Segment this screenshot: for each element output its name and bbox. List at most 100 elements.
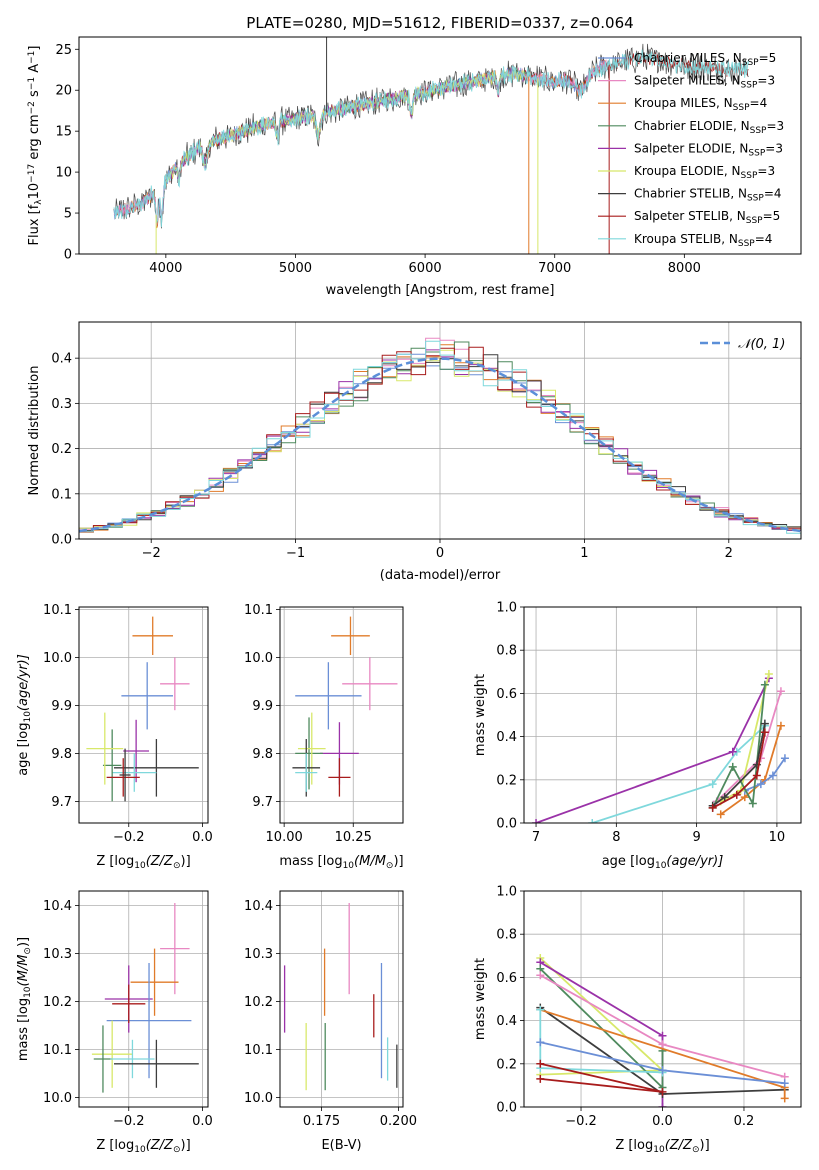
x-axis-label: Z [log10(Z/Z⊙)] — [96, 854, 190, 871]
mass-vs-Z-panel: −0.2 0.010.010.110.210.310.4Z [log10(Z/Z⊙… — [16, 890, 213, 1155]
y-tick-label: 20 — [55, 84, 72, 99]
weight-marker — [708, 803, 717, 812]
label-part: ⊙ — [173, 1145, 181, 1155]
label-part: (age/yr)] — [16, 654, 31, 711]
legend-label: Salpeter ELODIE, NSSP=3 — [634, 141, 783, 158]
label-part: erg cm — [27, 114, 42, 163]
y-tick-label: 0.2 — [496, 1057, 517, 1072]
weight-marker — [748, 799, 757, 808]
weight-marker — [768, 771, 777, 780]
weight-marker — [536, 971, 545, 980]
label-part: =3 — [766, 119, 784, 133]
axes-frame — [279, 606, 404, 824]
label-part: SSP — [733, 103, 750, 113]
weight-marker — [708, 780, 717, 789]
x-tick-label: 6000 — [409, 261, 442, 276]
histogram-series — [79, 340, 801, 539]
weight-line — [540, 1062, 663, 1093]
y-tick-label: 0.3 — [51, 397, 72, 412]
weight-line — [711, 684, 766, 809]
weight-marker — [532, 819, 541, 823]
y-tick-label: 0.0 — [496, 1101, 517, 1116]
massweight-vs-Z-panel: −0.2 0.0 0.2 0.0 0.2 0.4 0.6 0.8 1.0 Z [log10(Z/Z… — [473, 885, 802, 1155]
spectrum-panel: 4000 5000 6000 7000 8000 0 5 10 15 20 25 PLATE=0280… — [27, 14, 802, 298]
plot-area — [536, 953, 789, 1107]
y-tick-label: 0.8 — [496, 644, 517, 659]
label-part: −17 — [27, 164, 37, 183]
axes-frame — [279, 890, 404, 1108]
label-part: s — [27, 90, 42, 101]
label-part: Kroupa STELIB, N — [634, 232, 738, 246]
legend-label: Chabrier ELODIE, NSSP=3 — [634, 119, 784, 136]
weight-marker — [588, 819, 597, 823]
weight-marker — [536, 1074, 545, 1083]
label-part: 10 — [343, 861, 355, 871]
axes-frame — [78, 890, 209, 1108]
x-axis-label: wavelength [Angstrom, rest frame] — [326, 283, 555, 298]
weight-marker — [658, 1040, 667, 1049]
plot-area — [86, 616, 199, 802]
label-part: (Z/Z — [665, 1138, 693, 1153]
y-tick-label: 15 — [55, 125, 72, 140]
weight-marker — [756, 780, 765, 789]
label-part: =5 — [763, 209, 781, 223]
label-part: (Z/Z — [146, 1138, 174, 1153]
axes-frame — [78, 606, 209, 824]
x-axis-label: (data-model)/error — [380, 568, 501, 583]
x-tick-label: 0.0 — [192, 830, 213, 845]
x-axis-label: Z [log10(Z/Z⊙)] — [615, 1138, 709, 1155]
weight-marker — [658, 1103, 667, 1107]
label-part: ⊙ — [23, 947, 33, 955]
y-tick-label: 10.0 — [43, 651, 72, 666]
y-tick-label: 1.0 — [496, 601, 517, 616]
weight-marker — [752, 771, 761, 780]
age-vs-Z-panel: −0.2 0.09.79.89.910.010.1Z [log10(Z/Z⊙)]a… — [16, 603, 213, 871]
weight-line — [535, 677, 770, 823]
y-tick-label: 9.7 — [252, 795, 273, 810]
label-part: )] — [181, 1138, 191, 1153]
label-part: Kroupa MILES, N — [634, 96, 733, 110]
plot-area — [91, 903, 199, 1093]
y-tick-label: 10.3 — [43, 947, 72, 962]
legend-label: Kroupa MILES, NSSP=4 — [634, 96, 767, 113]
x-axis-label: age [log10(age/yr)] — [602, 854, 724, 871]
label-part: (age/yr)] — [666, 854, 723, 869]
weight-marker — [780, 1094, 789, 1103]
y-tick-label: 0.6 — [496, 687, 517, 702]
y-axis-label: mass weight — [473, 674, 488, 756]
label-part: λ — [34, 199, 44, 205]
label-part: Salpeter ELODIE, N — [634, 141, 748, 155]
label-part: =3 — [757, 74, 775, 88]
label-part: ] — [27, 46, 42, 51]
x-tick-label: 10.00 — [266, 830, 303, 845]
plot-area — [79, 337, 801, 539]
label-part: SSP — [748, 148, 765, 158]
x-tick-label: 0.200 — [380, 1114, 417, 1129]
weight-marker — [760, 728, 769, 737]
label-part: Flux [f — [27, 204, 42, 245]
x-tick-label: 2 — [725, 546, 733, 561]
label-part: SSP — [747, 193, 764, 203]
label-part: =4 — [750, 96, 768, 110]
residuals-panel: −2 −1 0 1 2 0.0 0.1 0.2 0.3 0.4 (data-model)/error… — [27, 321, 802, 583]
y-tick-label: 9.8 — [252, 747, 273, 762]
weight-marker — [536, 1005, 545, 1014]
label-part: Chabrier MILES, N — [634, 51, 742, 65]
label-part: ⊙ — [692, 1145, 700, 1155]
y-tick-label: 10.0 — [244, 1091, 273, 1106]
label-part: ⊙ — [173, 861, 181, 871]
chart-title: PLATE=0280, MJD=51612, FIBERID=0337, z=0… — [246, 14, 633, 32]
weight-marker — [776, 687, 785, 696]
weight-marker — [720, 793, 729, 802]
age-vs-mass-panel: 10.00 10.25 9.7 9.8 9.9 10.0 10.1 mass [log10(M… — [244, 603, 404, 871]
spectrum-line — [113, 49, 750, 228]
label-part: Chabrier STELIB, N — [634, 187, 747, 201]
x-tick-label: −0.2 — [565, 1114, 597, 1129]
weight-marker — [536, 1059, 545, 1068]
x-tick-label: 8000 — [668, 261, 701, 276]
axes-frame — [523, 890, 802, 1108]
weight-marker — [658, 1066, 667, 1075]
y-axis-label: Normed distribution — [27, 366, 42, 496]
label-part: Kroupa ELODIE, N — [634, 164, 741, 178]
